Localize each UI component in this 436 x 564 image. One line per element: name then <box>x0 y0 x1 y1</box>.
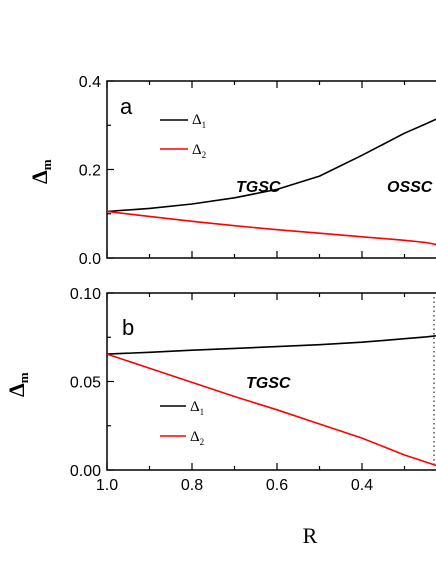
panel-a-letter: a <box>120 94 133 119</box>
svg-text:Δm: Δm <box>27 159 54 184</box>
panel-b-ylabel-sub: m <box>16 372 31 383</box>
panel-b-y-tick-label: 0.00 <box>70 463 101 480</box>
panel-a-ylabel-main: Δ <box>27 170 52 184</box>
panel-a-frame <box>106 80 436 259</box>
legend-a-label-2: Δ2 <box>192 142 206 160</box>
panel-a-y-axis-label: Δm <box>27 159 54 184</box>
panel-b-series-delta-2-line <box>106 353 436 467</box>
panel-b-letter: b <box>122 315 134 340</box>
x-tick-label: 0.4 <box>351 477 373 494</box>
x-tick-label: 1.0 <box>96 477 118 494</box>
panel-b-legend: Δ1 Δ2 <box>160 399 204 447</box>
legend-b-label-2: Δ2 <box>190 429 204 447</box>
legend-a-label-1: Δ1 <box>192 112 206 130</box>
panel-a-ylabel-sub: m <box>39 159 54 170</box>
panel-a-series-delta-2-line <box>106 210 436 246</box>
panel-a-legend: Δ1 Δ2 <box>160 112 206 160</box>
panel-b-region-tgsc: TGSC <box>246 375 291 392</box>
panel-b-y-tick-label: 0.05 <box>70 375 101 392</box>
chart-dynamic-layer: 0.00.20.40.000.050.101.00.80.60.40.2 <box>70 74 436 494</box>
panel-a-region-tgsc: TGSC <box>236 179 281 196</box>
x-tick-label: 0.8 <box>181 477 203 494</box>
panel-a-y-tick-label: 0.0 <box>79 251 101 268</box>
panel-a-y-tick-label: 0.2 <box>79 163 101 180</box>
panel-b-ylabel-main: Δ <box>4 383 29 397</box>
panel-b-y-tick-label: 0.10 <box>70 286 101 303</box>
x-axis-title: R <box>303 523 318 548</box>
panel-a-y-tick-label: 0.4 <box>79 74 101 91</box>
svg-text:Δm: Δm <box>4 372 31 397</box>
panel-a-series-delta-1-line <box>106 118 436 213</box>
x-tick-label: 0.6 <box>266 477 288 494</box>
panel-a-region-ossc: OSSC <box>387 179 433 196</box>
panel-b-series-delta-1-line <box>106 334 436 355</box>
panel-b-y-axis-label: Δm <box>4 372 31 397</box>
legend-b-label-1: Δ1 <box>190 399 204 417</box>
